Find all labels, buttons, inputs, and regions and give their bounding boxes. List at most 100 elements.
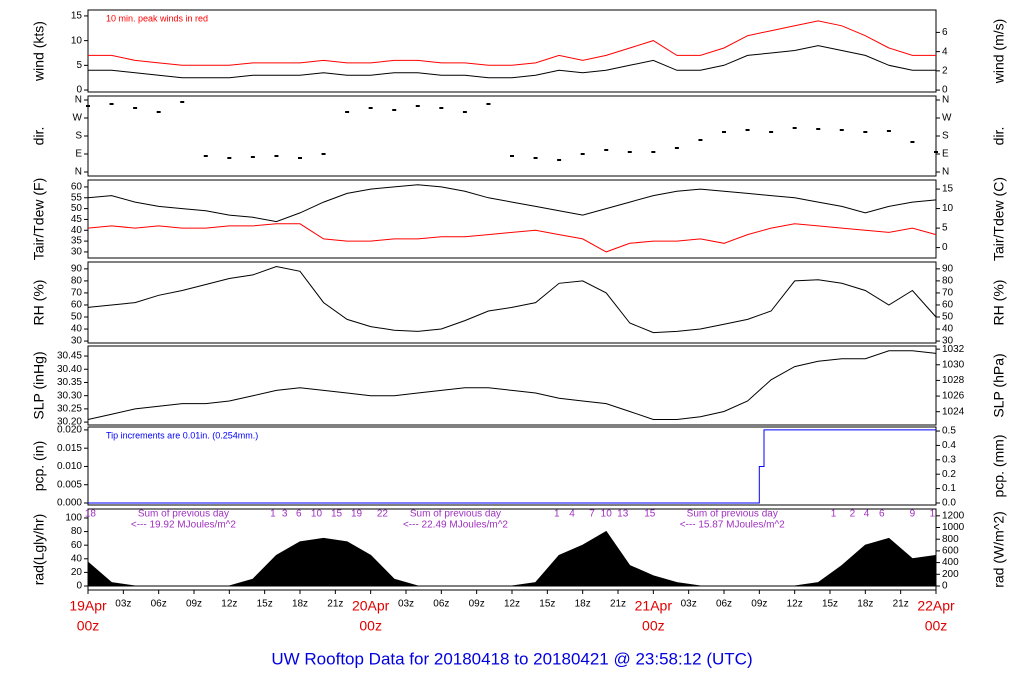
data-point	[486, 103, 491, 105]
y2-tick-label: 800	[942, 534, 959, 545]
y2-tick-label: N	[942, 167, 949, 178]
panel-frame	[87, 345, 937, 426]
y-tick-label: 5	[76, 60, 82, 71]
y-tick-label: 0.005	[57, 479, 82, 490]
data-point	[109, 103, 114, 105]
data-point	[368, 107, 373, 109]
y2-tick-label: W	[942, 113, 952, 124]
y2-axis-label: dir.	[991, 127, 1007, 146]
y2-tick-label: 0.5	[942, 426, 956, 437]
data-point	[557, 159, 562, 161]
hour-mark: 2	[850, 509, 856, 520]
x-tick-label: 09z	[186, 599, 202, 610]
y2-tick-label: 50	[942, 312, 954, 323]
y-tick-label: 20	[71, 567, 83, 578]
y-tick-label: 30.25	[57, 404, 82, 415]
data-point	[816, 128, 821, 130]
data-point	[156, 111, 161, 113]
y-tick-label: 0.015	[57, 443, 82, 454]
panel-frame	[87, 9, 937, 93]
panel-frame	[87, 179, 937, 259]
y2-tick-label: 2	[942, 65, 948, 76]
data-point	[133, 107, 138, 109]
y-tick-label: 30.20	[57, 417, 82, 428]
daily-sum: <--- 19.92 MJoules/m^2	[131, 520, 236, 531]
y-tick-label: 45	[71, 214, 83, 225]
data-point	[792, 127, 797, 129]
y-tick-label: 50	[71, 312, 83, 323]
y-axis-label: rad(Lgly/hr)	[31, 514, 47, 586]
x-tick-label: 03z	[115, 599, 131, 610]
x-tick-label: 15z	[539, 599, 555, 610]
x-tick-label: 03z	[398, 599, 414, 610]
y2-tick-label: 30	[942, 336, 954, 347]
y2-tick-label: 1000	[942, 522, 965, 533]
y2-tick-label: 0	[942, 242, 948, 253]
y2-tick-label: 0	[942, 85, 948, 96]
data-point	[415, 105, 420, 107]
data-point	[934, 151, 938, 153]
y2-tick-label: 6	[942, 27, 948, 38]
y2-tick-label: 0.0	[942, 498, 956, 509]
y-tick-label: 100	[65, 513, 82, 524]
y2-tick-label: 1024	[942, 406, 965, 417]
data-line	[88, 429, 936, 504]
data-point	[250, 156, 255, 158]
y-tick-label: S	[75, 131, 82, 142]
data-point	[886, 130, 891, 132]
data-point	[722, 131, 726, 133]
x-tick-label: 06z	[716, 599, 732, 610]
y2-tick-label: 1026	[942, 391, 965, 402]
x-tick-label: 00z	[359, 618, 382, 634]
y-axis-label: Tair/Tdew (F)	[31, 178, 47, 260]
data-point	[745, 129, 750, 131]
y-tick-label: 15	[71, 11, 83, 22]
y-tick-label: 0.020	[57, 425, 82, 436]
data-point	[392, 109, 397, 111]
y2-tick-label: 10	[942, 203, 954, 214]
y-tick-label: 0.000	[57, 498, 82, 509]
data-point	[345, 111, 350, 113]
y-tick-label: 30.45	[57, 351, 82, 362]
data-point	[674, 147, 679, 149]
y2-tick-label: 5	[942, 223, 948, 234]
y2-axis-label: SLP (hPa)	[991, 353, 1007, 417]
data-point	[274, 155, 279, 157]
y-tick-label: N	[75, 95, 82, 106]
x-tick-label: 06z	[433, 599, 449, 610]
data-area	[87, 530, 937, 587]
hour-mark: 22	[377, 509, 389, 520]
hour-mark: 7	[589, 509, 595, 520]
hour-mark: 18	[85, 509, 97, 520]
data-point	[863, 131, 868, 133]
data-point	[627, 151, 632, 153]
x-tick-label: 00z	[925, 618, 948, 634]
daily-sum-heading: Sum of previous day	[687, 509, 778, 520]
data-point	[651, 151, 656, 153]
y2-tick-label: 0	[942, 581, 948, 592]
data-point	[298, 157, 302, 159]
y-tick-label: N	[75, 167, 82, 178]
hour-mark: 1	[831, 509, 837, 520]
data-point	[510, 155, 514, 157]
data-line	[87, 265, 937, 334]
data-point	[203, 155, 208, 157]
y2-tick-label: S	[942, 131, 949, 142]
data-point	[533, 157, 538, 159]
x-tick-label: 03z	[681, 599, 697, 610]
data-line	[88, 45, 936, 79]
data-point	[580, 153, 585, 155]
y2-tick-label: 0.4	[942, 440, 956, 451]
daily-sum-heading: Sum of previous day	[138, 509, 229, 520]
y-axis-label: RH (%)	[31, 280, 47, 326]
y2-tick-label: 1200	[942, 510, 965, 521]
annotation: Tip increments are 0.01in. (0.254mm.)	[106, 430, 258, 440]
y-tick-label: 0.010	[57, 461, 82, 472]
y2-axis-label: rad (W/m^2)	[991, 511, 1007, 588]
x-tick-label: 09z	[751, 599, 767, 610]
y2-tick-label: 70	[942, 288, 954, 299]
daily-sum: <--- 15.87 MJoules/m^2	[680, 520, 785, 531]
y2-tick-label: 90	[942, 264, 954, 275]
data-point	[604, 149, 609, 151]
daily-sum-heading: Sum of previous day	[410, 509, 501, 520]
